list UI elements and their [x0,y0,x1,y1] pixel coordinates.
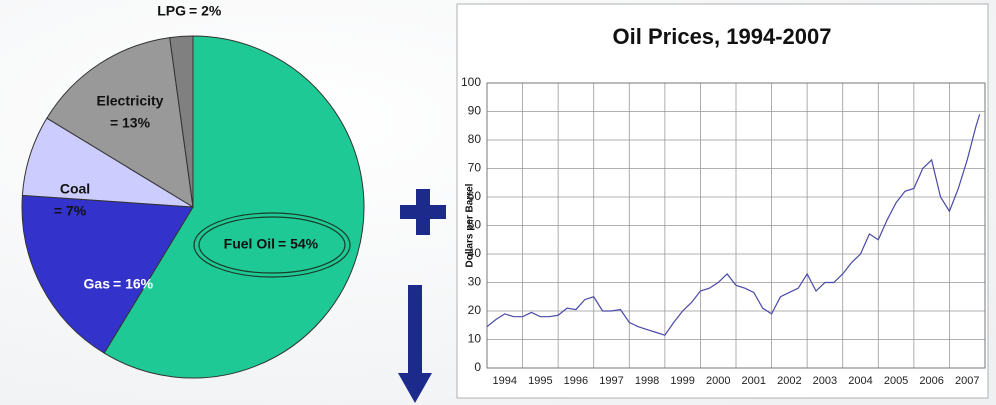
x-tick-label: 2004 [848,375,872,387]
y-tick-label: 50 [468,218,482,232]
slice-value-label: = 2% [189,3,222,19]
price-line [486,114,981,336]
y-tick-label: 20 [468,303,482,317]
x-tick-label: 2003 [813,375,837,387]
plus-sign [400,189,446,235]
slice-label: Coal [60,181,90,197]
x-tick-label: 1994 [493,375,517,387]
slice-label: Gas [84,276,111,292]
highlight-oval [198,216,346,274]
x-tick-label: 2000 [706,375,730,387]
x-tick-label: 1999 [670,375,694,387]
highlight-oval [193,212,351,278]
y-axis-label: Dollars per Barrel [465,183,476,267]
y-tick-label: 100 [461,75,481,89]
pie-chart: Fuel Oil = 54% Gas = 16% Coal = 7% Electricity… [21,3,365,379]
y-tick-label: 60 [468,189,482,203]
x-tick-label: 1997 [599,375,623,387]
x-tick-label: 2005 [884,375,908,387]
x-tick-label: 1998 [635,375,659,387]
x-tick-label: 2002 [777,375,801,387]
pie-slice [169,35,194,208]
line-chart: Oil Prices, 1994-2007 Dollars per Barrel 0… [461,24,986,387]
slice-value-label: = 7% [54,203,87,219]
pie-slice [21,194,194,354]
slice-value-label: = 54% [278,236,319,252]
x-tick-label: 2001 [742,375,766,387]
plot-frame [486,82,986,369]
chart-panel [456,3,989,399]
y-tick-label: 40 [468,246,482,260]
pie-slice [46,37,194,208]
y-tick-label: 80 [468,132,482,146]
chart-title: Oil Prices, 1994-2007 [613,24,832,49]
slice-value-label: = 16% [113,276,154,292]
slice-value-label: = 13% [110,115,151,131]
slice-label: Electricity [97,93,164,109]
x-tick-label: 2007 [955,375,979,387]
y-tick-label: 30 [468,275,482,289]
slice-label: Fuel Oil [224,236,275,252]
x-tick-label: 1995 [528,375,552,387]
x-tick-label: 2006 [919,375,943,387]
y-tick-label: 90 [468,104,482,118]
y-tick-label: 10 [468,332,482,346]
pie-slice [103,35,365,379]
down-arrow [398,285,432,403]
x-tick-label: 1996 [564,375,588,387]
y-tick-label: 0 [474,360,481,374]
y-tick-label: 70 [468,161,482,175]
slice-label: LPG [157,3,186,19]
